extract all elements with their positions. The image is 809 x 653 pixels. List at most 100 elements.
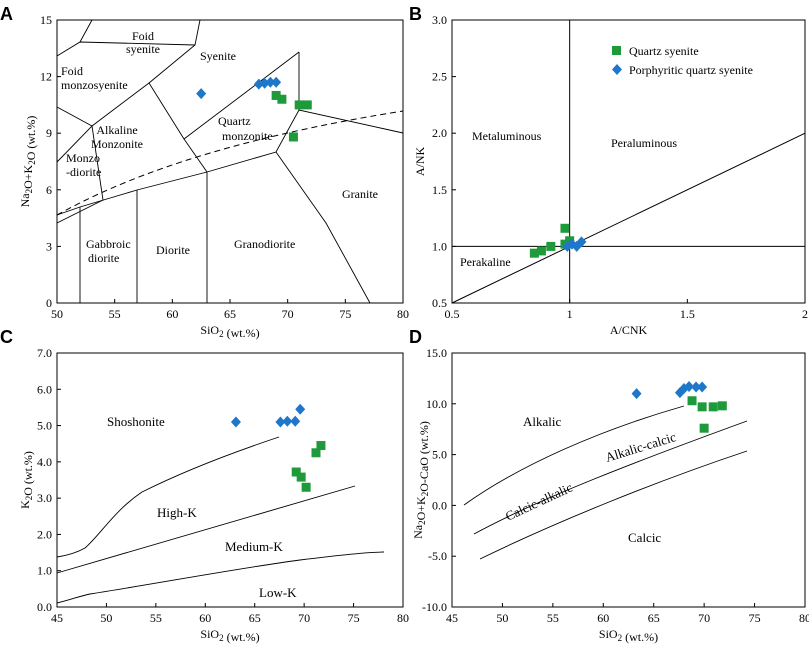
tas-field-boundaries — [56, 19, 404, 304]
k2o-data-points — [230, 403, 326, 492]
x-tick-label: 75 — [749, 611, 761, 625]
mali-data-points — [631, 381, 727, 433]
quartz-syenite-point — [529, 248, 539, 258]
y-tick-label: 0.0 — [37, 600, 52, 614]
x-tick-label: 70 — [282, 307, 294, 321]
field-foid-syenite-line1: Foid — [132, 29, 154, 43]
panel-label-b: B — [409, 4, 422, 24]
x-tick-label: 75 — [339, 307, 351, 321]
porphyritic-quartz-syenite-point — [295, 403, 306, 415]
quartz-syenite-point — [288, 132, 298, 142]
y-tick-label: -5.0 — [428, 549, 447, 563]
field-peralkaline: Perakaline — [460, 255, 511, 269]
field-high-k: High-K — [157, 505, 197, 520]
y-tick-label: 1.5 — [432, 183, 447, 197]
tas-data-points — [196, 76, 312, 142]
y-tick-label: 6 — [46, 183, 52, 197]
porphyritic-quartz-syenite-point — [691, 381, 702, 393]
field-gabbroic-diorite-line1: Gabbroic — [86, 237, 131, 251]
acnk-plot-frame — [451, 19, 806, 304]
y-tick-label: 9 — [46, 126, 52, 140]
k2o-plot-frame — [56, 352, 404, 608]
field-alkalic-calcic: Alkalic-calcic — [603, 429, 677, 465]
field-foid-monzosyenite-line1: Foid — [61, 64, 83, 78]
quartz-syenite-point — [560, 223, 570, 233]
acnk-field-labels: Metaluminous Peraluminous Perakaline — [460, 129, 677, 269]
x-tick-label: 50 — [496, 611, 508, 625]
quartz-syenite-point — [708, 402, 718, 412]
y-tick-label: 0.0 — [432, 498, 447, 512]
porphyritic-quartz-syenite-point — [275, 416, 286, 428]
field-alkalic: Alkalic — [523, 414, 561, 429]
field-granite: Granite — [342, 187, 378, 201]
quartz-syenite-point — [277, 94, 287, 104]
y-tick-label: 15 — [40, 13, 52, 27]
field-syenite: Syenite — [200, 49, 236, 63]
k2o-sio2-diagram: 45 50 55 60 65 70 75 80 0.0 1.0 2.0 3.0 4.0 5.0 6.0 7.0… — [18, 346, 409, 644]
porphyritic-quartz-syenite-point — [196, 88, 207, 100]
field-monzo-diorite-line2: -diorite — [66, 165, 101, 179]
field-calcic-alkalic: Calcic-alkalic — [503, 480, 575, 524]
x-tick-label: 80 — [799, 611, 809, 625]
legend-label-quartz-syenite: Quartz syenite — [629, 44, 699, 58]
y-tick-label: 2.0 — [37, 527, 52, 541]
porphyritic-quartz-syenite-point — [282, 415, 293, 427]
field-calcic: Calcic — [628, 530, 661, 545]
quartz-syenite-point — [311, 448, 321, 458]
x-tick-label: 50 — [51, 307, 63, 321]
y-tick-label: 0.5 — [432, 296, 447, 310]
x-axis-title: SiO2 (wt.%) — [200, 323, 259, 340]
mali-axes: 45 50 55 60 65 70 75 80 -10.0 -5.0 0.0 5.0 10.0 15.0 S… — [411, 346, 809, 644]
mali-field-labels: Alkalic Alkalic-calcic Calcic-alkalic Ca… — [503, 414, 678, 545]
k2o-series-boundaries — [56, 436, 385, 604]
y-axis-title: Na2O+K2O (wt.%) — [18, 116, 38, 208]
x-tick-label: 70 — [298, 611, 310, 625]
x-tick-label: 65 — [249, 611, 261, 625]
field-shoshonite: Shoshonite — [107, 414, 165, 429]
x-tick-label: 2 — [802, 307, 808, 321]
x-tick-label: 55 — [109, 307, 121, 321]
x-tick-label: 65 — [648, 611, 660, 625]
x-tick-label: 50 — [100, 611, 112, 625]
x-tick-label: 80 — [397, 611, 409, 625]
quartz-syenite-point — [291, 467, 301, 477]
legend-marker-quartz-syenite — [612, 46, 621, 55]
quartz-syenite-point — [565, 236, 575, 246]
k2o-field-labels: Shoshonite High-K Medium-K Low-K — [107, 414, 297, 600]
x-tick-label: 80 — [397, 307, 409, 321]
x-tick-label: 65 — [224, 307, 236, 321]
porphyritic-quartz-syenite-point — [265, 76, 276, 88]
acnk-ank-diagram: 0.5 1 1.5 2 0.5 1.0 1.5 2.0 2.5 3.0 A/CNK A/NK Meta… — [413, 13, 808, 337]
x-tick-label: 70 — [698, 611, 710, 625]
x-tick-label: 60 — [597, 611, 609, 625]
y-tick-label: 3 — [46, 239, 52, 253]
tas-diagram: 50 55 60 65 70 75 80 0 3 6 9 12 15 SiO2 (wt.%) Na2O+K2… — [18, 13, 409, 340]
field-metaluminous: Metaluminous — [472, 129, 542, 143]
porphyritic-quartz-syenite-point — [271, 76, 282, 88]
porphyritic-quartz-syenite-point — [697, 381, 708, 393]
x-tick-label: 75 — [348, 611, 360, 625]
tas-field-labels: Foid syenite Syenite Foid monzosyenite A… — [61, 29, 378, 265]
porphyritic-quartz-syenite-point — [230, 416, 241, 428]
field-low-k: Low-K — [259, 585, 297, 600]
field-monzo-diorite-line1: Monzo — [66, 151, 100, 165]
field-alkaline-monzonite-line1: Alkaline — [96, 123, 137, 137]
field-medium-k: Medium-K — [225, 539, 283, 554]
y-axis-title: K2O (wt.%) — [18, 451, 35, 509]
field-alkaline-monzonite-line2: Monzonite — [91, 137, 143, 151]
quartz-syenite-point — [536, 246, 546, 256]
y-axis-title: A/NK — [413, 147, 427, 177]
field-quartz-monzonite-line2: monzonite — [222, 129, 273, 143]
x-tick-label: 1.5 — [680, 307, 695, 321]
y-tick-label: 3.0 — [432, 13, 447, 27]
porphyritic-quartz-syenite-point — [684, 381, 695, 393]
x-tick-label: 55 — [150, 611, 162, 625]
mali-series-boundaries — [463, 405, 748, 560]
quartz-syenite-point — [301, 482, 311, 492]
tas-axes: 50 55 60 65 70 75 80 0 3 6 9 12 15 SiO2 (wt.%) Na2O+K2… — [18, 13, 409, 340]
x-tick-label: 60 — [199, 611, 211, 625]
y-tick-label: 10.0 — [426, 397, 447, 411]
acnk-axes: 0.5 1 1.5 2 0.5 1.0 1.5 2.0 2.5 3.0 A/CNK A/NK — [413, 13, 808, 337]
acnk-boundaries — [451, 20, 806, 304]
